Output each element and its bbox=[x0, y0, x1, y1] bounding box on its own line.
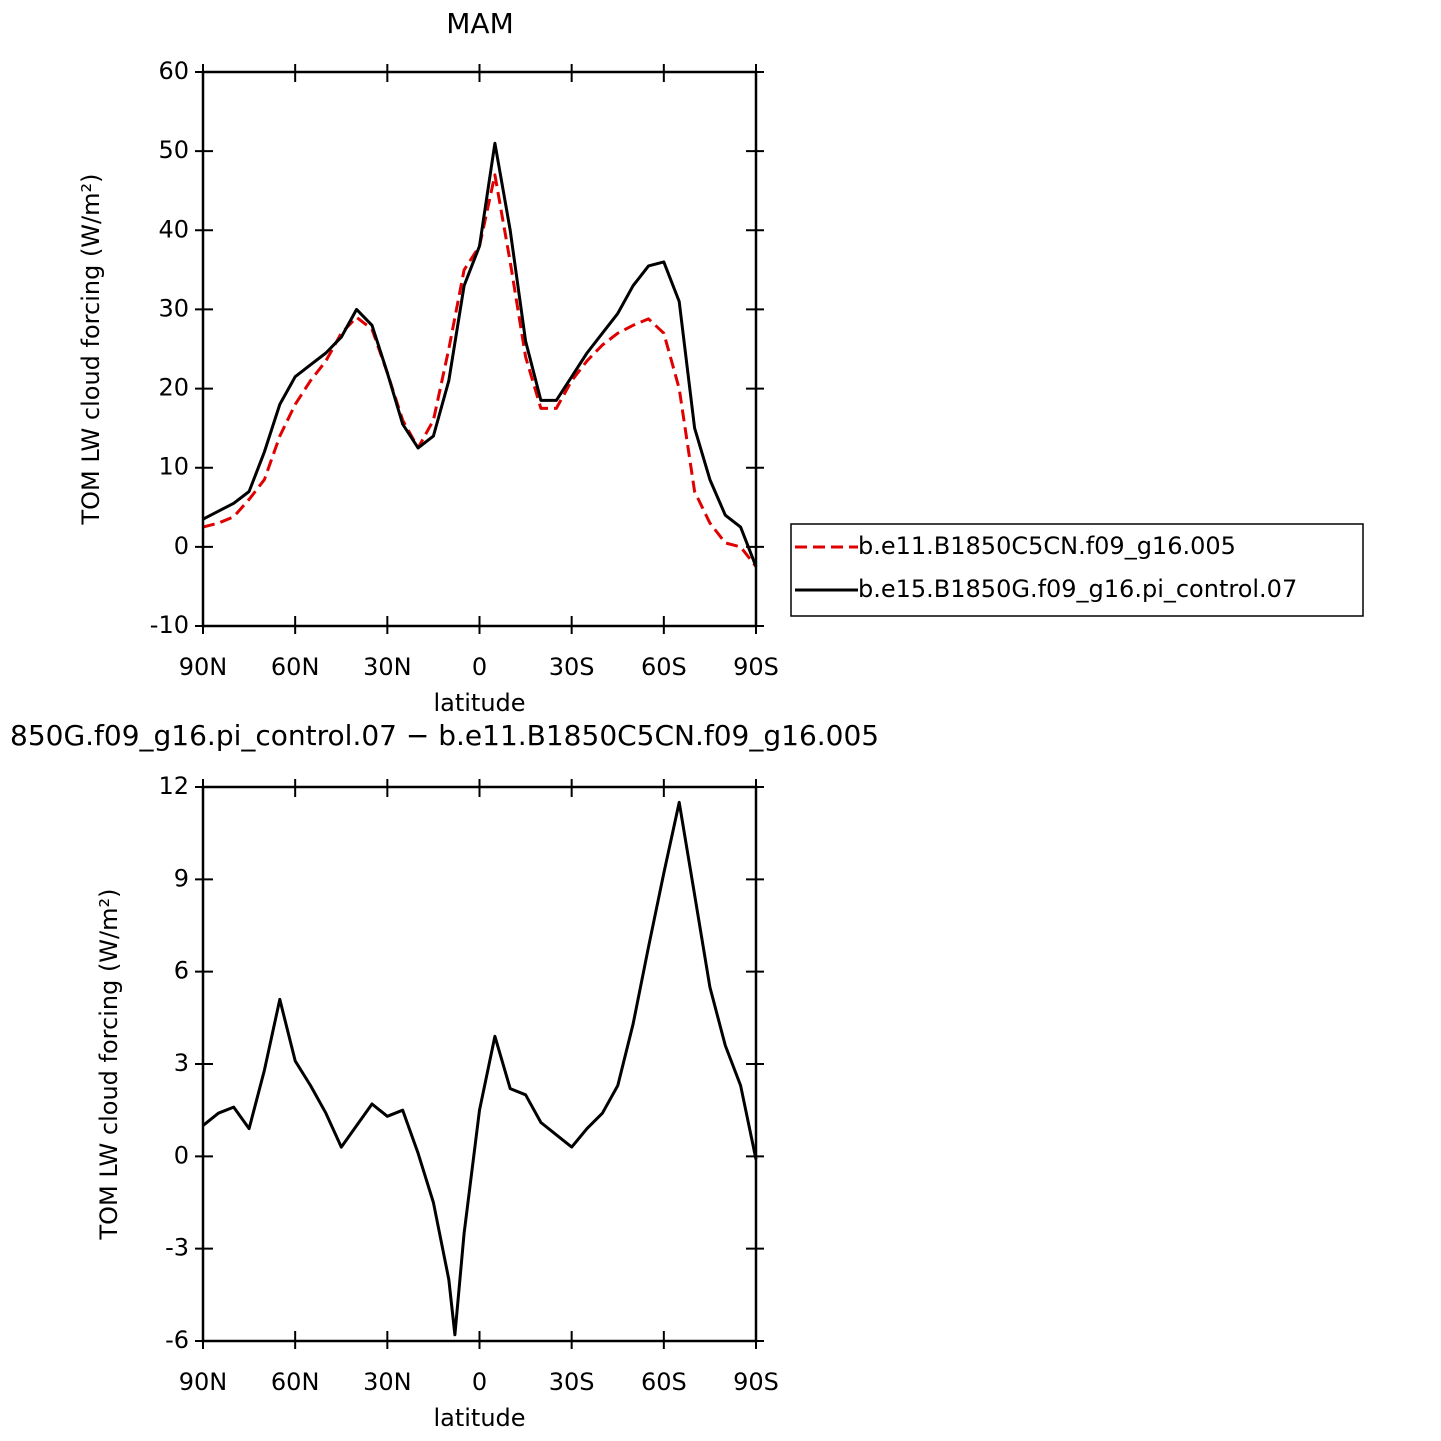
x-tick-label: 60N bbox=[271, 653, 320, 681]
plot-frame bbox=[201, 70, 758, 628]
y-tick-label: 0 bbox=[174, 1141, 189, 1169]
x-axis-label: latitude bbox=[433, 689, 525, 717]
x-tick-label: 60S bbox=[641, 653, 687, 681]
y-tick-label: 3 bbox=[174, 1049, 189, 1077]
x-tick-label: 60S bbox=[641, 1368, 687, 1396]
y-tick-label: 9 bbox=[174, 864, 189, 892]
x-tick-label: 30S bbox=[549, 653, 595, 681]
data-line bbox=[202, 800, 758, 1337]
x-tick-label: 90S bbox=[733, 1368, 779, 1396]
x-tick-label: 0 bbox=[472, 653, 487, 681]
y-tick-label: -10 bbox=[150, 611, 189, 639]
x-tick-label: 30S bbox=[549, 1368, 595, 1396]
y-tick-label: 60 bbox=[158, 57, 189, 85]
y-tick-label: -3 bbox=[165, 1234, 189, 1262]
x-tick-label: 90S bbox=[733, 653, 779, 681]
data-line bbox=[202, 173, 758, 568]
y-tick-label: 10 bbox=[158, 453, 189, 481]
x-tick-label: 0 bbox=[472, 1368, 487, 1396]
y-tick-label: 20 bbox=[158, 374, 189, 402]
x-tick-label: 30N bbox=[363, 1368, 412, 1396]
legend-box bbox=[790, 523, 1364, 617]
y-tick-label: 40 bbox=[158, 215, 189, 243]
x-tick-label: 90N bbox=[179, 1368, 228, 1396]
chart-title: MAM bbox=[446, 7, 513, 40]
y-tick-label: 0 bbox=[174, 532, 189, 560]
x-tick-label: 30N bbox=[363, 653, 412, 681]
y-tick-label: 50 bbox=[158, 136, 189, 164]
plot-frame bbox=[201, 785, 758, 1343]
y-tick-label: 6 bbox=[174, 957, 189, 985]
y-tick-label: 30 bbox=[158, 294, 189, 322]
chart-title: 850G.f09_g16.pi_control.07 − b.e11.B1850… bbox=[10, 719, 879, 752]
y-tick-label: -6 bbox=[165, 1326, 189, 1354]
data-line bbox=[202, 141, 758, 568]
legend-label: b.e15.B1850G.f09_g16.pi_control.07 bbox=[858, 575, 1297, 603]
x-axis-label: latitude bbox=[433, 1404, 525, 1432]
legend-label: b.e11.B1850C5CN.f09_g16.005 bbox=[858, 532, 1236, 560]
y-axis-label: TOM LW cloud forcing (W/m²) bbox=[77, 174, 105, 526]
x-tick-label: 90N bbox=[179, 653, 228, 681]
y-axis-label: TOM LW cloud forcing (W/m²) bbox=[95, 889, 123, 1241]
y-tick-label: 12 bbox=[158, 772, 189, 800]
x-tick-label: 60N bbox=[271, 1368, 320, 1396]
